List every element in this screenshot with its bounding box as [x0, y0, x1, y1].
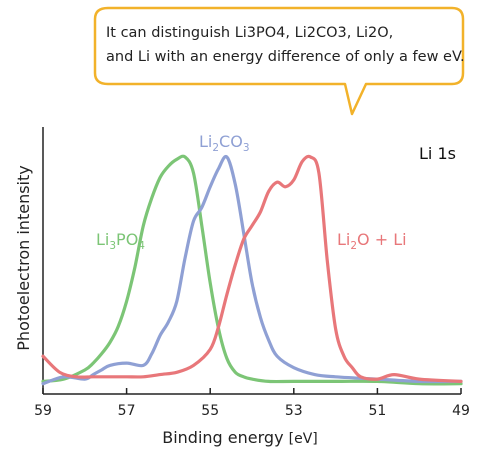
x-tick-label: 49	[452, 403, 470, 419]
x-axis-title: Binding energy [eV]	[162, 428, 318, 447]
series-line-li2o-li	[41, 154, 463, 383]
series-labels: Li3PO4 Li2CO3 Li2O + Li	[96, 132, 407, 252]
series-line-li2co3	[41, 154, 463, 386]
series-label-li3po4: Li3PO4	[96, 230, 145, 252]
series-lines	[41, 154, 463, 386]
y-axis-title: Photoelectron intensity	[14, 165, 33, 350]
callout-bubble	[93, 6, 465, 116]
series-line-li3po4	[41, 154, 463, 386]
x-axis-title-name: Binding energy	[162, 428, 283, 447]
series-label-li2o-li: Li2O + Li	[337, 230, 407, 252]
x-axis-title-unit: [eV]	[289, 431, 318, 447]
callout-text-line-2: and Li with an energy difference of only…	[106, 49, 465, 65]
x-tick-label: 55	[201, 403, 219, 419]
x-tick-label: 57	[118, 403, 136, 419]
callout-text-line-1: It can distinguish Li3PO4, Li2CO3, Li2O,	[106, 25, 393, 41]
series-label-li2co3: Li2CO3	[199, 132, 250, 154]
x-tick-label: 51	[368, 403, 386, 419]
x-ticks: 59 57 55 53 51 49	[34, 388, 470, 419]
x-tick-label: 53	[285, 403, 303, 419]
panel-label: Li 1s	[419, 144, 456, 163]
x-tick-label: 59	[34, 403, 52, 419]
